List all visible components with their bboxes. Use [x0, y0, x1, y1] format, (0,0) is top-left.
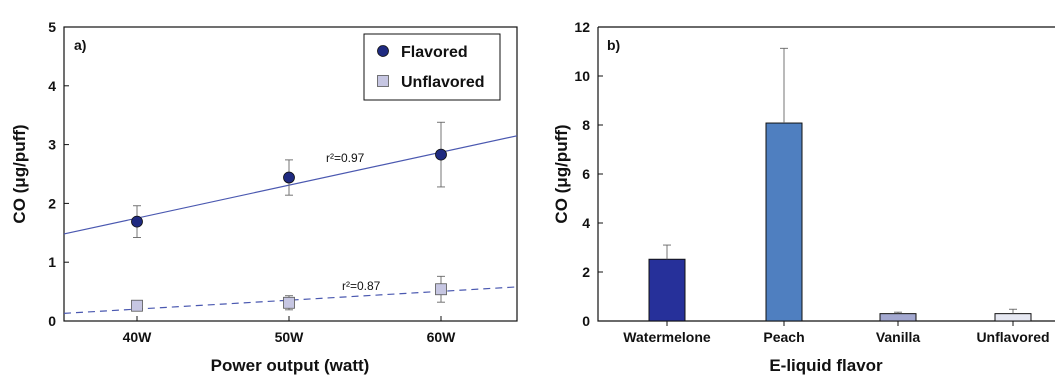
- panel-a-x-axis: 40W 50W 60W: [123, 316, 457, 345]
- panel-b-x-axis-title: E-liquid flavor: [769, 356, 883, 375]
- y-tick-label: 10: [574, 68, 590, 84]
- panel-a-chart: 0 1 2 3 4 5 40W 50W 60W r²=0.97 r²=0.87 a) Power…: [10, 19, 518, 375]
- panel-b-y-axis: 0 2 4 6 8 10 12: [574, 19, 603, 329]
- legend: Flavored Unflavored: [363, 33, 501, 101]
- x-tick-label: Vanilla: [876, 329, 921, 345]
- data-point-flavored: [435, 148, 447, 161]
- y-tick-label: 1: [48, 254, 56, 270]
- y-tick-label: 8: [582, 117, 590, 133]
- bar-unflavored: [994, 313, 1032, 322]
- y-tick-label: 3: [48, 137, 56, 153]
- x-tick-label: Watermelone: [623, 329, 711, 345]
- x-tick-label: 60W: [427, 329, 457, 345]
- legend-unflavored-label: Unflavored: [401, 74, 485, 91]
- legend-flavored-label: Flavored: [401, 44, 468, 61]
- panel-a-x-axis-title: Power output (watt): [211, 356, 370, 375]
- y-tick-label: 4: [582, 215, 590, 231]
- panel-b-chart: 0 2 4 6 8 10 12 Watermelone Peach Vanilla Unflavo…: [552, 19, 1055, 375]
- panel-a-y-axis-title: CO (μg/puff): [10, 124, 29, 223]
- panel-b-y-axis-title: CO (μg/puff): [552, 124, 571, 223]
- y-tick-label: 2: [48, 195, 56, 211]
- data-point-unflavored: [435, 283, 447, 296]
- r2-label: r²=0.97: [326, 151, 365, 165]
- panel-a-data-points: [131, 148, 447, 312]
- r2-label: r²=0.87: [342, 279, 381, 293]
- bar-vanilla: [879, 313, 917, 322]
- data-point-unflavored: [283, 296, 295, 309]
- panel-a-label: a): [74, 37, 86, 53]
- y-tick-label: 5: [48, 19, 56, 35]
- data-point-flavored: [283, 171, 295, 184]
- panel-b-bars: [648, 122, 1032, 322]
- y-tick-label: 12: [574, 19, 590, 35]
- panel-a-r2-labels: r²=0.97 r²=0.87: [326, 151, 381, 293]
- bar-peach: [765, 122, 803, 322]
- x-tick-label: Unflavored: [976, 329, 1049, 345]
- y-tick-label: 4: [48, 78, 56, 94]
- panel-b-x-axis: Watermelone Peach Vanilla Unflavored: [623, 321, 1050, 345]
- x-tick-label: 40W: [123, 329, 153, 345]
- panel-b-error-bars: [663, 47, 1017, 314]
- panel-a-error-bars: [133, 121, 445, 311]
- bar-watermelone: [648, 258, 686, 322]
- legend-flavored-marker: [377, 45, 389, 57]
- panel-b-label: b): [607, 37, 620, 53]
- y-tick-label: 0: [582, 313, 590, 329]
- panel-a-y-axis: 0 1 2 3 4 5: [48, 19, 69, 329]
- panel-a-plot-frame: [63, 26, 518, 322]
- x-tick-label: 50W: [275, 329, 305, 345]
- y-tick-label: 0: [48, 313, 56, 329]
- y-tick-label: 2: [582, 264, 590, 280]
- legend-unflavored-marker: [377, 75, 389, 87]
- legend-frame: [363, 33, 501, 101]
- y-tick-label: 6: [582, 166, 590, 182]
- x-tick-label: Peach: [763, 329, 804, 345]
- data-point-flavored: [131, 215, 143, 228]
- data-point-unflavored: [131, 299, 143, 312]
